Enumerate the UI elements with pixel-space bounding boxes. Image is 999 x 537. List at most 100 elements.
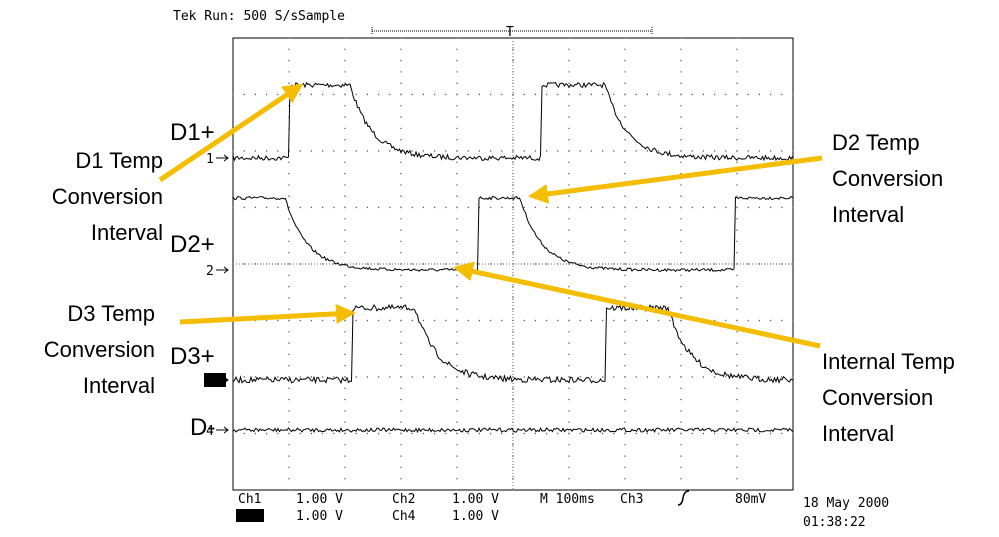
grid-dot: [512, 49, 513, 50]
grid-dot: [288, 218, 289, 219]
grid-dot: [535, 94, 536, 95]
grid-dot: [792, 320, 793, 321]
grid-dot: [703, 94, 704, 95]
grid-dot: [456, 150, 457, 151]
grid-dot: [568, 376, 569, 377]
annotation-text: Conversion: [822, 385, 933, 410]
signal-label: D1+: [170, 119, 215, 146]
grid-dot: [344, 478, 345, 479]
grid-dot: [434, 207, 435, 208]
grid-dot: [770, 94, 771, 95]
grid-dot: [288, 309, 289, 310]
grid-dot: [680, 37, 681, 38]
grid-dot: [692, 376, 693, 377]
grid-dot: [680, 467, 681, 468]
grid-dot: [748, 433, 749, 434]
grid-dot: [568, 331, 569, 332]
grid-dot: [468, 433, 469, 434]
grid-dot: [736, 399, 737, 400]
grid-dot: [456, 354, 457, 355]
grid-dot: [546, 263, 547, 264]
grid-dot: [344, 196, 345, 197]
acq-mode: Sample: [298, 9, 345, 24]
grid-dot: [680, 376, 681, 377]
grid-dot: [736, 309, 737, 310]
grid-dot: [736, 218, 737, 219]
grid-dot: [288, 354, 289, 355]
grid-dot: [524, 150, 525, 151]
grid-dot: [456, 342, 457, 343]
grid-dot: [445, 376, 446, 377]
grid-dot: [602, 320, 603, 321]
grid-dot: [434, 433, 435, 434]
grid-dot: [568, 388, 569, 389]
grid-dot: [501, 433, 502, 434]
grid-dot: [400, 207, 401, 208]
grid-dot: [356, 150, 357, 151]
grid-dot: [591, 376, 592, 377]
grid-dot: [613, 150, 614, 151]
grid-dot: [300, 150, 301, 151]
grid-dot: [792, 207, 793, 208]
grid-dot: [400, 60, 401, 61]
grid-dot: [680, 128, 681, 129]
signal-label: D2+: [170, 231, 215, 258]
grid-dot: [288, 71, 289, 72]
grid-dot: [680, 388, 681, 389]
grid-dot: [680, 365, 681, 366]
grid-dot: [456, 83, 457, 84]
grid-dot: [770, 320, 771, 321]
grid-dot: [400, 320, 401, 321]
grid-dot: [322, 376, 323, 377]
grid-dot: [501, 94, 502, 95]
grid-dot: [680, 478, 681, 479]
grid-dot: [400, 489, 401, 490]
grid-dot: [736, 105, 737, 106]
grid-dot: [658, 433, 659, 434]
grid-dot: [288, 275, 289, 276]
grid-dot: [591, 150, 592, 151]
grid-dot: [456, 467, 457, 468]
grid-dot: [647, 320, 648, 321]
grid-dot: [736, 388, 737, 389]
grid-dot: [624, 297, 625, 298]
grid-dot: [770, 376, 771, 377]
grid-dot: [412, 207, 413, 208]
grid-dot: [400, 376, 401, 377]
grid-dot: [736, 83, 737, 84]
grid-dot: [591, 94, 592, 95]
grid-dot: [311, 150, 312, 151]
grid-dot: [680, 49, 681, 50]
grid-dot: [400, 83, 401, 84]
grid-dot: [546, 150, 547, 151]
grid-dot: [546, 320, 547, 321]
grid-dot: [456, 162, 457, 163]
grid-dot: [400, 297, 401, 298]
grid-dot: [792, 433, 793, 434]
grid-dot: [512, 94, 513, 95]
grid-dot: [322, 207, 323, 208]
grid-dot: [400, 241, 401, 242]
grid-dot: [658, 150, 659, 151]
grid-dot: [669, 433, 670, 434]
grid-dot: [680, 207, 681, 208]
grid-dot: [288, 37, 289, 38]
readout-text: Ch3: [620, 492, 643, 507]
grid-dot: [568, 150, 569, 151]
grid-dot: [580, 320, 581, 321]
annotation-arrow: [532, 158, 822, 196]
grid-dot: [568, 275, 569, 276]
grid-dot: [680, 354, 681, 355]
grid-dot: [613, 433, 614, 434]
grid-dot: [479, 433, 480, 434]
grid-dot: [288, 376, 289, 377]
grid-dot: [624, 116, 625, 117]
grid-dot: [288, 444, 289, 445]
grid-dot: [288, 433, 289, 434]
grid-dot: [512, 297, 513, 298]
grid-dot: [546, 433, 547, 434]
grid-dot: [568, 478, 569, 479]
readout-text: 1.00 V: [452, 492, 499, 507]
grid-dot: [288, 331, 289, 332]
grid-dot: [658, 320, 659, 321]
